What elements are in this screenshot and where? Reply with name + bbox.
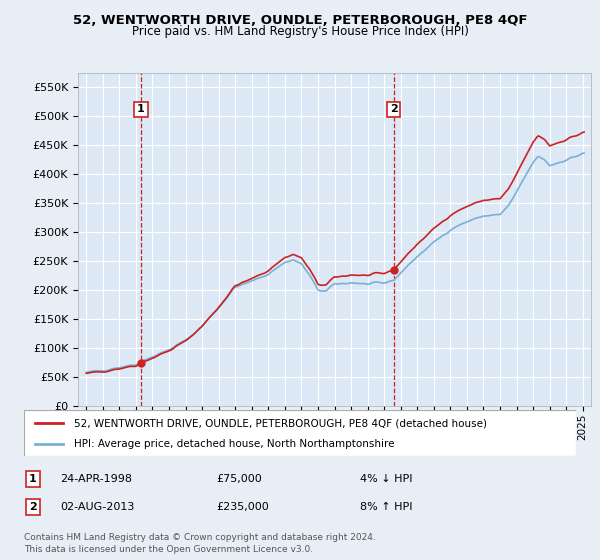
Text: £235,000: £235,000 [216,502,269,512]
Text: 52, WENTWORTH DRIVE, OUNDLE, PETERBOROUGH, PE8 4QF: 52, WENTWORTH DRIVE, OUNDLE, PETERBOROUG… [73,14,527,27]
Text: 2: 2 [390,105,398,114]
Text: £75,000: £75,000 [216,474,262,484]
Text: 52, WENTWORTH DRIVE, OUNDLE, PETERBOROUGH, PE8 4QF (detached house): 52, WENTWORTH DRIVE, OUNDLE, PETERBOROUG… [74,418,487,428]
Text: 8% ↑ HPI: 8% ↑ HPI [360,502,413,512]
Text: HPI: Average price, detached house, North Northamptonshire: HPI: Average price, detached house, Nort… [74,438,394,449]
Text: Contains HM Land Registry data © Crown copyright and database right 2024.
This d: Contains HM Land Registry data © Crown c… [24,533,376,554]
Text: 1: 1 [29,474,37,484]
FancyBboxPatch shape [24,410,576,456]
Text: 4% ↓ HPI: 4% ↓ HPI [360,474,413,484]
Text: 2: 2 [29,502,37,512]
Text: 24-APR-1998: 24-APR-1998 [60,474,132,484]
Text: 1: 1 [137,105,145,114]
Text: Price paid vs. HM Land Registry's House Price Index (HPI): Price paid vs. HM Land Registry's House … [131,25,469,38]
Text: 02-AUG-2013: 02-AUG-2013 [60,502,134,512]
